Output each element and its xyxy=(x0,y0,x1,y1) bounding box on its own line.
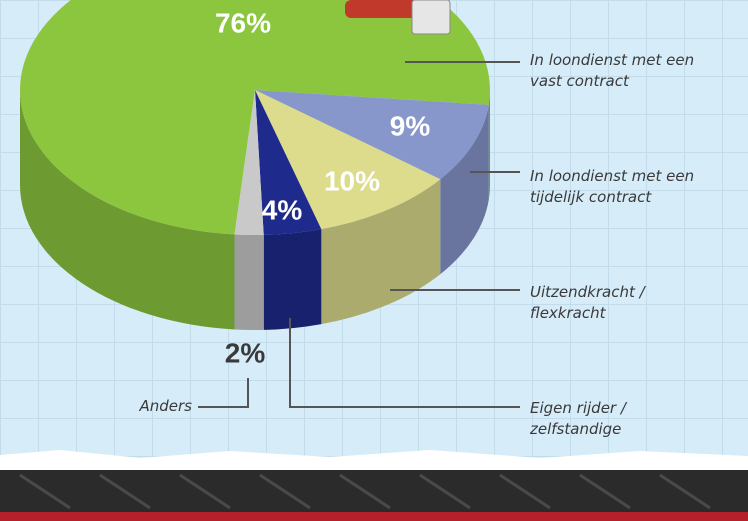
category-label: In loondienst met een vast contract xyxy=(530,50,720,92)
tire-band xyxy=(0,470,748,512)
pie: 76% 9% 10% 4% 2% xyxy=(20,0,490,368)
category-label: Uitzendkracht / flexkracht xyxy=(530,282,700,324)
category-label: Eigen rijder / zelfstandige xyxy=(530,398,680,440)
category-label: In loondienst met een tijdelijk contract xyxy=(530,166,730,208)
torn-paper xyxy=(0,450,748,470)
value-label: 10% xyxy=(324,165,380,196)
value-label: 9% xyxy=(390,110,431,141)
value-label: 76% xyxy=(215,7,271,38)
page: {"chart_data": {"type": "pie", "categori… xyxy=(0,0,748,521)
truck-cab xyxy=(412,0,450,34)
value-label: 4% xyxy=(262,194,303,225)
red-strip xyxy=(0,512,748,521)
category-label: Anders xyxy=(60,396,192,417)
pie-side-shade xyxy=(235,234,264,330)
pie-side-shade xyxy=(264,229,322,330)
value-label: 2% xyxy=(225,337,266,368)
leader-line xyxy=(198,378,248,407)
leader-line xyxy=(290,318,520,407)
pie-side-shade xyxy=(489,90,490,200)
truck-tank xyxy=(345,0,420,18)
